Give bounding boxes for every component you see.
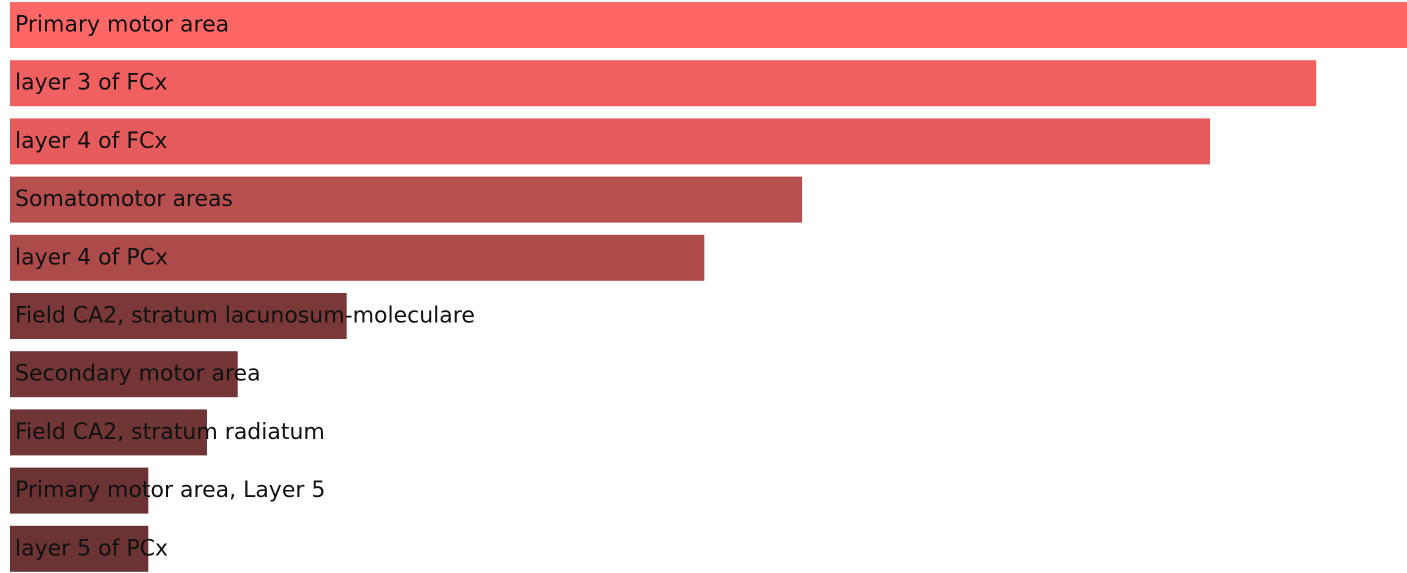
bar <box>10 2 1407 48</box>
category-label: layer 4 of FCx <box>15 129 167 154</box>
category-label: Field CA2, stratum radiatum <box>15 420 325 445</box>
category-label: Field CA2, stratum lacunosum-moleculare <box>15 304 475 329</box>
bar <box>10 176 803 223</box>
category-label: Primary motor area, Layer 5 <box>15 478 325 503</box>
category-label: Secondary motor area <box>15 362 261 387</box>
bars-group <box>10 2 1407 572</box>
bar <box>10 351 238 398</box>
category-labels-group: Primary motor area layer 3 of FCx layer 4 … <box>15 13 475 562</box>
category-label: layer 3 of FCx <box>15 71 167 96</box>
category-label: Somatomotor areas <box>15 187 233 212</box>
bar <box>10 60 1317 107</box>
bar <box>10 409 207 456</box>
bar <box>10 293 347 339</box>
category-label: layer 5 of PCx <box>15 536 168 561</box>
bar <box>10 234 705 281</box>
category-label: layer 4 of PCx <box>15 245 168 270</box>
bar <box>10 467 149 514</box>
bar <box>10 118 1211 165</box>
category-label: Primary motor area <box>15 13 229 38</box>
bar <box>10 525 149 572</box>
